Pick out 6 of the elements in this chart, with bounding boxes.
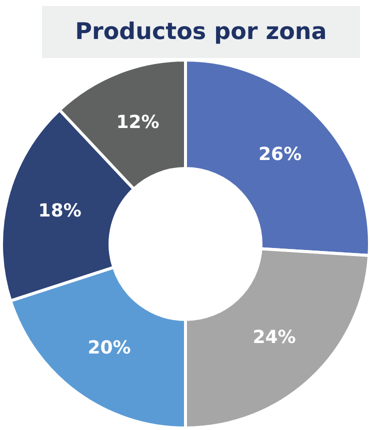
data-label: 12% bbox=[116, 112, 160, 134]
data-label: 26% bbox=[258, 144, 302, 165]
data-label: 20% bbox=[88, 338, 131, 359]
data-label: 24% bbox=[252, 327, 296, 348]
chart-title: Productos por zona bbox=[42, 6, 360, 58]
data-label: 18% bbox=[38, 200, 82, 222]
